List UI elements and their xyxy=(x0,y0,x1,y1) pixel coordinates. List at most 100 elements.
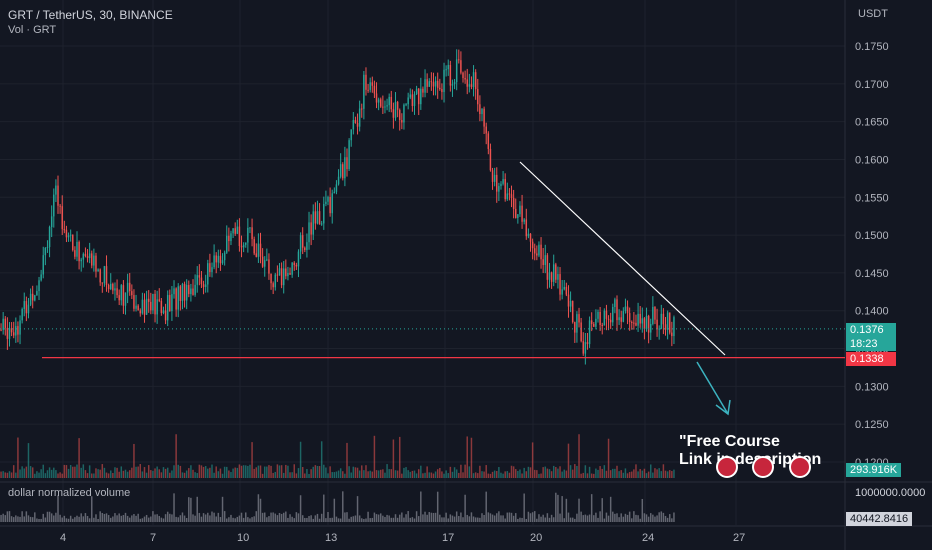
indicator-bar xyxy=(242,517,245,522)
candle xyxy=(274,274,277,288)
indicator-bar xyxy=(616,513,618,522)
candle xyxy=(177,286,179,310)
volume-bar xyxy=(27,443,30,478)
volume-bar xyxy=(590,473,593,478)
indicator-bar xyxy=(34,512,36,522)
volume-bar xyxy=(110,470,112,478)
indicator-bar xyxy=(510,512,513,522)
indicator-bar xyxy=(211,511,213,522)
indicator-bar xyxy=(599,511,601,522)
free-course-annotation: "Free Course Link in description xyxy=(679,433,821,469)
candle xyxy=(282,268,285,286)
candle xyxy=(293,262,295,265)
volume-bar xyxy=(217,471,220,478)
volume-bar xyxy=(373,435,376,478)
volume-bar xyxy=(576,465,578,478)
candle xyxy=(278,268,281,276)
candle xyxy=(375,93,378,103)
volume-bar xyxy=(84,470,87,478)
candle xyxy=(185,285,188,301)
volume-bar xyxy=(517,470,519,478)
indicator-bar xyxy=(131,515,133,522)
volume-bar xyxy=(107,473,110,478)
candle xyxy=(428,81,430,87)
volume-bar xyxy=(599,466,601,478)
volume-bar xyxy=(637,471,639,478)
candle xyxy=(369,82,371,90)
volume-bar xyxy=(78,438,80,478)
volume-bar xyxy=(91,473,93,478)
volume-bar xyxy=(145,472,148,478)
candle xyxy=(453,82,456,85)
candle xyxy=(175,288,177,310)
indicator-bar xyxy=(481,513,483,522)
indicator-bar xyxy=(282,512,285,522)
indicator-bar xyxy=(221,496,224,522)
time-tick-label: 20 xyxy=(530,532,542,544)
volume-bar xyxy=(323,464,325,478)
candle xyxy=(308,222,310,243)
indicator-bar xyxy=(261,512,264,522)
volume-bar xyxy=(458,472,460,478)
volume-bar xyxy=(150,470,152,478)
volume-bar xyxy=(223,466,226,478)
time-tick-label: 4 xyxy=(60,532,66,544)
volume-bar xyxy=(464,464,466,478)
indicator-bar xyxy=(603,518,606,522)
volume-bar xyxy=(413,470,416,478)
indicator-bar xyxy=(472,516,475,522)
volume-bar xyxy=(449,466,452,478)
indicator-bar xyxy=(601,498,603,522)
volume-bar xyxy=(282,472,285,478)
candle xyxy=(181,283,184,301)
volume-bar xyxy=(407,470,409,478)
volume-bar xyxy=(46,470,49,478)
symbol-title[interactable]: GRT / TetherUS, 30, BINANCE xyxy=(8,8,173,22)
volume-bar xyxy=(200,465,203,478)
indicator-bar xyxy=(101,512,104,522)
indicator-bar xyxy=(55,512,57,522)
candle xyxy=(339,164,342,177)
candle xyxy=(363,74,365,109)
volume-bar xyxy=(363,470,365,478)
flag-icon xyxy=(752,456,775,478)
volume-bar xyxy=(175,434,177,478)
indicator-title[interactable]: dollar normalized volume xyxy=(8,487,131,499)
candle xyxy=(59,205,61,207)
volume-bar xyxy=(466,436,468,478)
volume-legend[interactable]: Vol · GRT xyxy=(8,24,57,36)
volume-bar xyxy=(215,466,217,478)
volume-badge: 293.916K xyxy=(846,463,902,477)
flag-emoji-row xyxy=(716,456,811,483)
volume-bar xyxy=(274,471,277,478)
volume-bar xyxy=(50,469,53,478)
indicator-bar xyxy=(48,511,51,522)
candle xyxy=(462,72,464,79)
indicator-bar xyxy=(597,517,599,522)
volume-bar xyxy=(641,470,644,478)
volume-bar xyxy=(483,471,485,478)
candle xyxy=(249,227,251,229)
volume-bar xyxy=(202,466,205,478)
indicator-bar xyxy=(204,514,207,522)
volume-bar xyxy=(548,469,551,478)
indicator-value-badge: 40442.8416 xyxy=(846,512,913,526)
annotation-line1: "Free Course xyxy=(679,433,780,450)
volume-bar xyxy=(472,473,475,478)
candle xyxy=(154,293,156,315)
candle xyxy=(263,260,266,267)
candle xyxy=(396,101,399,110)
volume-bar xyxy=(453,467,456,478)
candle xyxy=(500,183,502,187)
candle xyxy=(489,148,492,171)
indicator-bar xyxy=(403,517,405,522)
indicator-bar xyxy=(557,494,559,522)
volume-bar xyxy=(411,470,414,478)
candle xyxy=(160,300,163,314)
indicator-bar xyxy=(515,513,517,522)
volume-bar xyxy=(409,471,412,478)
candle xyxy=(496,174,498,192)
indicator-bar xyxy=(69,515,72,522)
candle xyxy=(639,313,641,324)
